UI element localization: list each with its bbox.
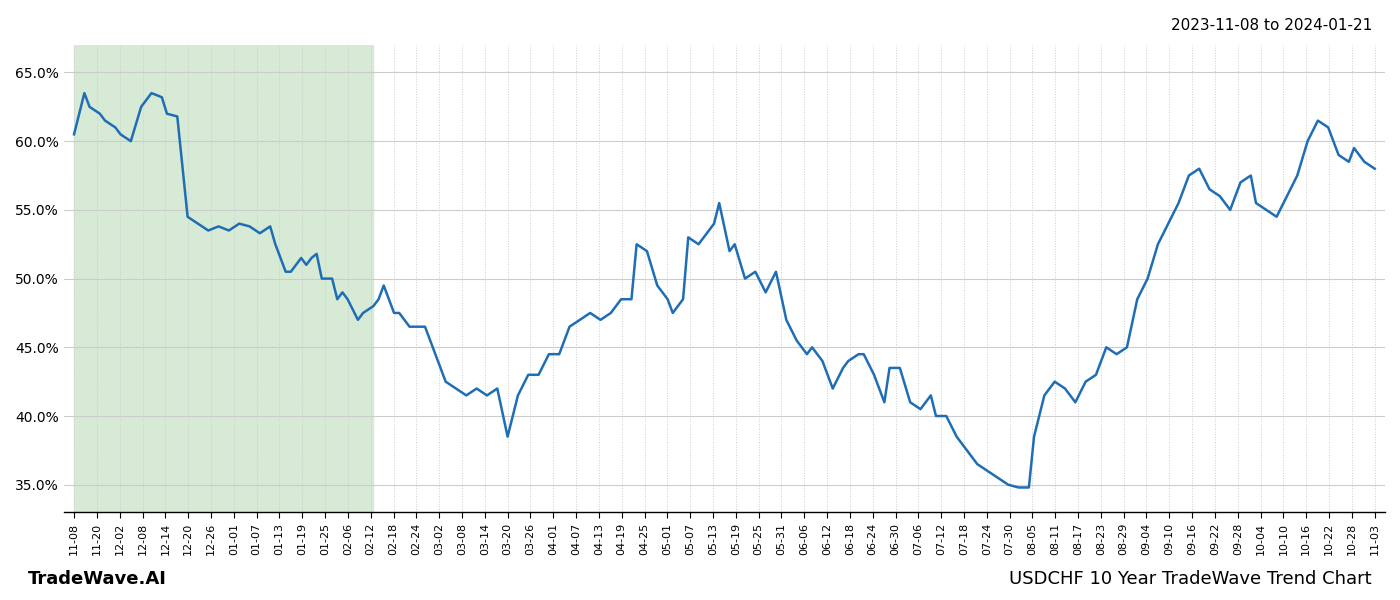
Text: TradeWave.AI: TradeWave.AI xyxy=(28,570,167,588)
Bar xyxy=(74,45,374,512)
Text: USDCHF 10 Year TradeWave Trend Chart: USDCHF 10 Year TradeWave Trend Chart xyxy=(1009,570,1372,588)
Text: 2023-11-08 to 2024-01-21: 2023-11-08 to 2024-01-21 xyxy=(1170,18,1372,33)
